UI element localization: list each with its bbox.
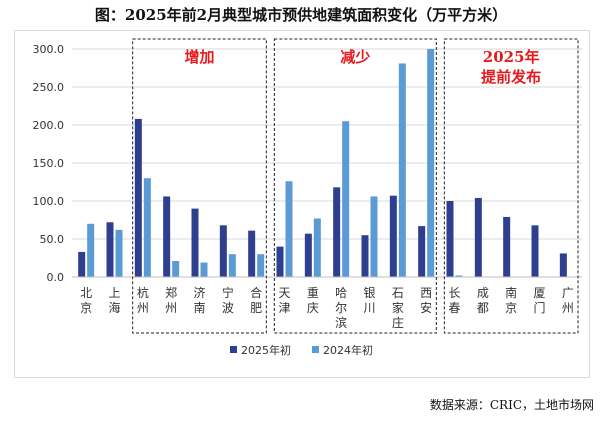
legend: 2025年初 2024年初 (230, 343, 373, 357)
y-tick-label: 300.0 (33, 43, 65, 56)
x-tick-label: 广州 (562, 286, 574, 315)
y-axis: 0.0 50.0 100.0 150.0 200.0 250.0 300.0 (33, 43, 65, 284)
bar-2024-重庆 (313, 218, 321, 277)
bar-2024-杭州 (143, 178, 151, 277)
x-tick-label: 重庆 (307, 286, 319, 315)
legend-swatch (230, 346, 237, 353)
bar-2025-哈尔滨 (333, 187, 341, 277)
bar-2025-北京 (78, 251, 86, 277)
x-tick-label: 长春 (448, 286, 460, 315)
group-label: 2025年提前发布 (481, 48, 541, 86)
group-label: 减少 (340, 48, 370, 66)
x-tick-label: 石家庄 (392, 286, 404, 330)
bar-2024-长春 (455, 275, 463, 277)
y-tick-label: 250.0 (33, 81, 65, 94)
bar-2025-广州 (559, 253, 567, 277)
bar-2025-西安 (418, 226, 426, 277)
bar-2024-合肥 (257, 254, 265, 277)
bar-2024-济南 (200, 262, 208, 277)
bar-2024-北京 (87, 223, 95, 277)
bar-2025-石家庄 (389, 195, 397, 277)
bar-2024-天津 (285, 181, 293, 277)
bar-2024-上海 (115, 229, 123, 277)
x-tick-label: 成都 (477, 286, 489, 315)
x-tick-label: 银川 (363, 286, 375, 315)
bar-2024-哈尔滨 (342, 121, 350, 277)
bar-2025-宁波 (219, 225, 227, 277)
bars (72, 49, 582, 278)
x-tick-label: 杭州 (137, 285, 149, 315)
y-tick-label: 150.0 (33, 157, 65, 170)
bar-2025-上海 (106, 222, 114, 277)
x-tick-label: 济南 (193, 285, 205, 315)
x-tick-label: 西安 (420, 286, 432, 315)
legend-swatch (312, 346, 319, 353)
group-label: 增加 (184, 48, 214, 66)
group-box (443, 38, 579, 334)
data-source-note: 数据来源：CRIC，土地市场网 (429, 398, 594, 412)
y-tick-label: 50.0 (40, 233, 65, 246)
bar-2025-合肥 (248, 230, 256, 277)
bar-2024-宁波 (228, 254, 236, 277)
x-tick-label: 上海 (108, 286, 120, 315)
y-tick-label: 0.0 (47, 271, 65, 284)
x-tick-label: 郑州 (165, 285, 177, 315)
bar-2025-厦门 (531, 225, 539, 277)
x-tick-label: 南京 (505, 285, 517, 315)
bar-2024-银川 (370, 196, 378, 277)
bar-2025-银川 (361, 235, 369, 277)
bar-2025-南京 (503, 216, 511, 277)
legend-label: 2024年初 (323, 343, 373, 357)
x-tick-label: 厦门 (533, 286, 545, 315)
bar-2025-杭州 (134, 118, 142, 277)
bar-2025-济南 (191, 208, 199, 277)
group-box (132, 38, 267, 334)
bar-2024-石家庄 (398, 63, 406, 277)
x-tick-label: 北京 (80, 286, 92, 315)
chart-frame (14, 30, 590, 378)
bar-2025-郑州 (163, 196, 171, 277)
bar-2025-重庆 (304, 233, 312, 277)
x-tick-label: 合肥 (250, 285, 262, 315)
bar-2025-天津 (276, 246, 284, 277)
bar-2025-长春 (446, 201, 454, 277)
group-boxes: 增加 减少 2025年提前发布 (132, 38, 579, 334)
bar-2024-西安 (427, 49, 435, 277)
bar-2025-成都 (474, 197, 482, 277)
y-tick-label: 200.0 (33, 119, 65, 132)
bar-2024-郑州 (172, 261, 180, 277)
x-tick-label: 天津 (278, 286, 290, 315)
x-tick-label: 哈尔滨 (335, 286, 347, 330)
group-box (273, 38, 437, 334)
chart-title: 图：2025年前2月典型城市预供地建筑面积变化（万平方米） (94, 6, 508, 24)
y-tick-label: 100.0 (33, 195, 65, 208)
x-tick-label: 宁波 (222, 285, 234, 315)
legend-label: 2025年初 (241, 343, 291, 357)
